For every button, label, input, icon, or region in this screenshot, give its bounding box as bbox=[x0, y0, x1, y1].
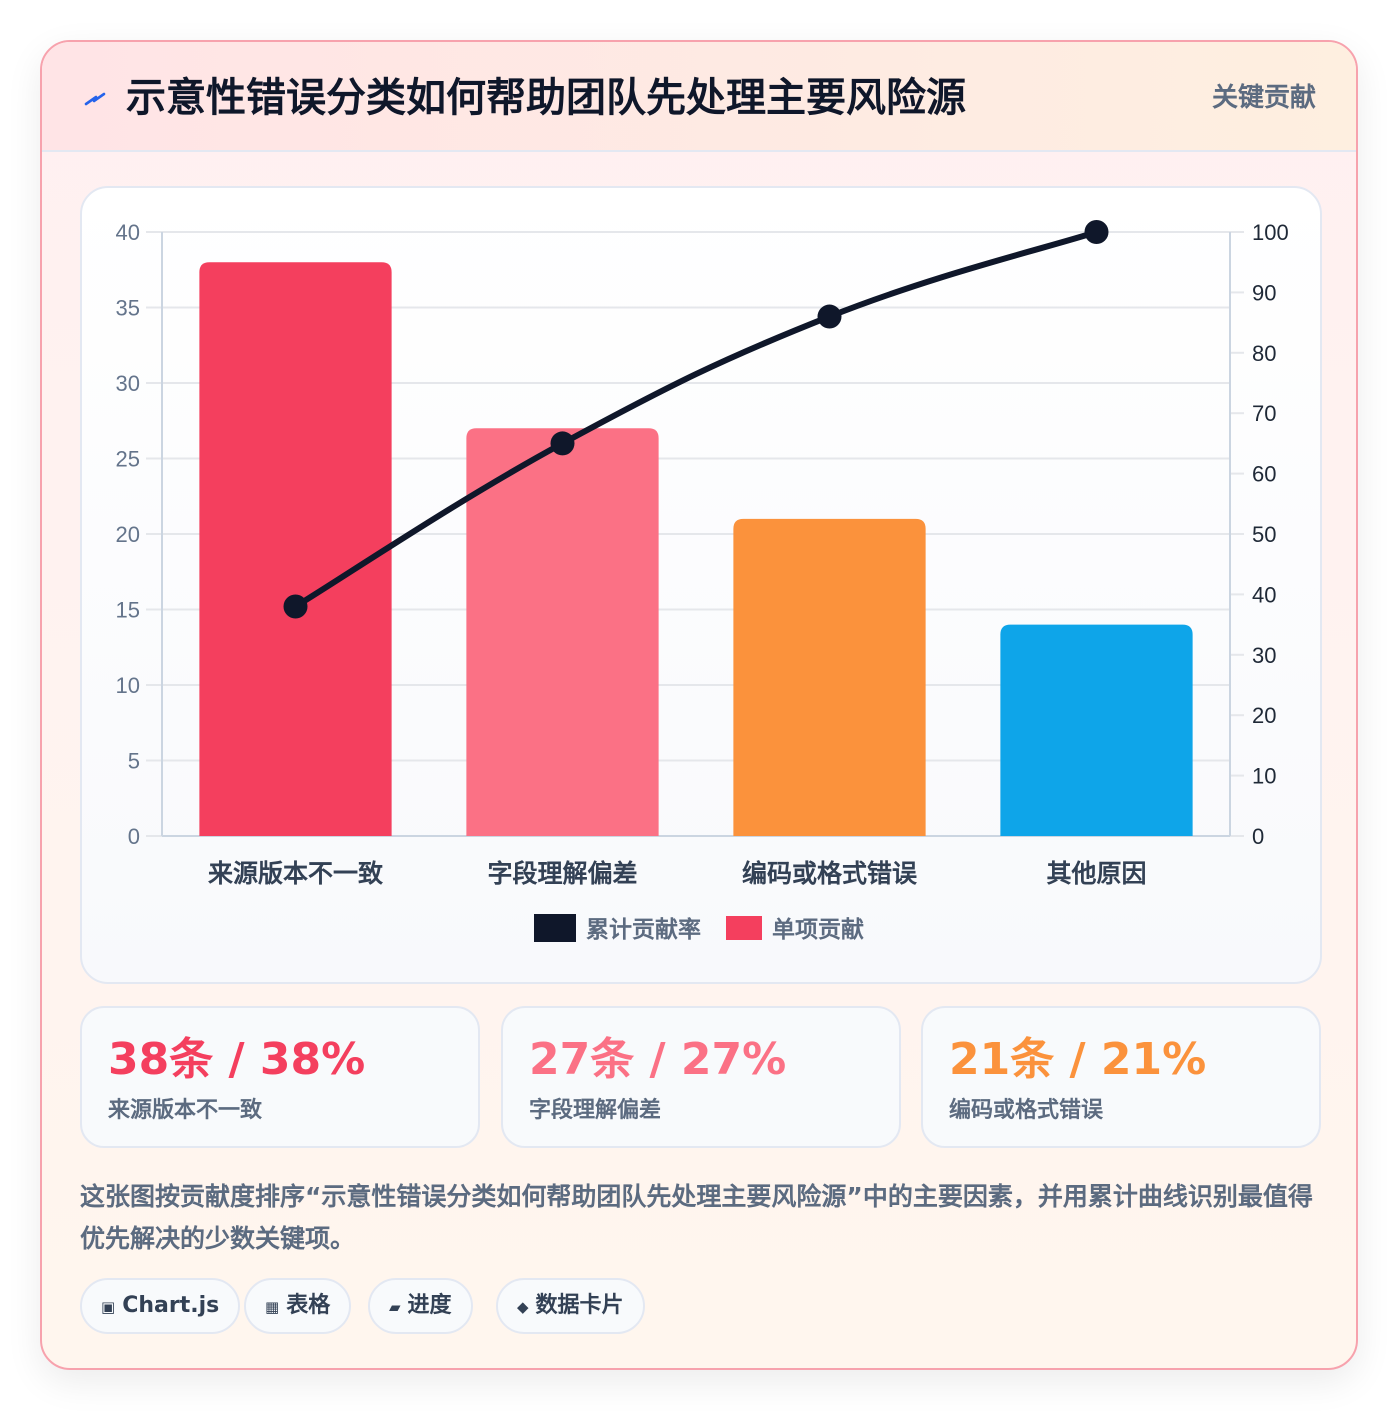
table-icon: ▦ bbox=[265, 1298, 280, 1316]
stat-card: 27条 / 27% 字段理解偏差 bbox=[501, 1006, 901, 1148]
page-title: 示意性错误分类如何帮助团队先处理主要风险源 bbox=[126, 75, 966, 121]
legend-swatch-line bbox=[534, 914, 576, 942]
y-tick-label-left: 15 bbox=[116, 598, 140, 623]
bar bbox=[466, 428, 659, 836]
legend-swatch-bar bbox=[726, 916, 762, 940]
legend-label: 累计贡献率 bbox=[586, 916, 701, 942]
y-tick-label-left: 35 bbox=[116, 296, 140, 321]
chart-panel: 0 5 10 15 20 25 30 35 40 0 10 20 30 40 50 60 70 80 90 100 来源… bbox=[80, 186, 1322, 984]
stat-label: 来源版本不一致 bbox=[108, 1098, 263, 1123]
y-tick-label-left: 0 bbox=[128, 824, 140, 849]
x-tick-label: 其他原因 bbox=[1046, 859, 1146, 888]
chart-description: 这张图按贡献度排序“示意性错误分类如何帮助团队先处理主要风险源”中的主要因素，并… bbox=[80, 1182, 1313, 1253]
y-tick-label-right: 90 bbox=[1252, 280, 1276, 305]
progress-icon: ▰ bbox=[389, 1298, 401, 1316]
stat-value: 27条 / 27% bbox=[529, 1034, 787, 1085]
y-tick-label-right: 80 bbox=[1252, 341, 1276, 366]
y-tick-label-right: 70 bbox=[1252, 401, 1276, 426]
report-card: 示意性错误分类如何帮助团队先处理主要风险源 关键贡献 0 5 10 15 20 25 30 3… bbox=[40, 40, 1358, 1370]
y-tick-label-left: 30 bbox=[116, 371, 140, 396]
diamond-icon: ◆ bbox=[517, 1298, 529, 1316]
chip-data-card[interactable]: ◆ 数据卡片 bbox=[496, 1278, 645, 1334]
stat-card: 21条 / 21% 编码或格式错误 bbox=[921, 1006, 1321, 1148]
stat-value: 38条 / 38% bbox=[108, 1034, 366, 1085]
cumulative-point bbox=[550, 431, 575, 456]
chip-label: 表格 bbox=[286, 1293, 331, 1318]
chart-icon: ▣ bbox=[101, 1298, 116, 1316]
y-tick-label-right: 60 bbox=[1252, 462, 1276, 487]
chip-progress[interactable]: ▰ 进度 bbox=[368, 1278, 473, 1334]
y-tick-label-left: 5 bbox=[128, 749, 140, 774]
y-tick-label-right: 100 bbox=[1252, 220, 1289, 245]
y-tick-label-right: 30 bbox=[1252, 643, 1276, 668]
chip-label: 进度 bbox=[407, 1293, 452, 1318]
stat-label: 编码或格式错误 bbox=[949, 1098, 1104, 1123]
cumulative-point bbox=[283, 594, 308, 619]
bar bbox=[1000, 624, 1193, 836]
x-tick-label: 编码或格式错误 bbox=[742, 859, 918, 888]
y-tick-label-left: 25 bbox=[116, 447, 140, 472]
card-header: 示意性错误分类如何帮助团队先处理主要风险源 关键贡献 bbox=[42, 42, 1356, 152]
chip-label: Chart.js bbox=[122, 1293, 220, 1318]
y-tick-label-right: 40 bbox=[1252, 582, 1276, 607]
pareto-chart: 0 5 10 15 20 25 30 35 40 0 10 20 30 40 50 60 70 80 90 100 来源… bbox=[116, 220, 1289, 942]
cumulative-point bbox=[1084, 220, 1109, 244]
stat-card: 38条 / 38% 来源版本不一致 bbox=[80, 1006, 480, 1148]
y-tick-label-left: 20 bbox=[116, 522, 140, 547]
y-tick-label-right: 20 bbox=[1252, 703, 1276, 728]
y-tick-label-right: 50 bbox=[1252, 522, 1276, 547]
legend-label: 单项贡献 bbox=[772, 916, 864, 942]
lightning-bolt-icon bbox=[84, 92, 106, 106]
bar bbox=[733, 518, 926, 836]
chip-label: 数据卡片 bbox=[535, 1293, 624, 1318]
key-contribution-badge: 关键贡献 bbox=[1211, 83, 1316, 113]
stat-label: 字段理解偏差 bbox=[529, 1098, 662, 1123]
bar bbox=[199, 262, 392, 836]
chip-table[interactable]: ▦ 表格 bbox=[244, 1278, 352, 1334]
stat-value: 21条 / 21% bbox=[949, 1034, 1207, 1085]
cumulative-point bbox=[817, 304, 842, 329]
x-tick-label: 字段理解偏差 bbox=[487, 859, 637, 888]
y-tick-label-left: 10 bbox=[116, 673, 140, 698]
y-tick-label-right: 10 bbox=[1252, 764, 1276, 789]
cumulative-line bbox=[292, 229, 1100, 610]
y-tick-label-left: 40 bbox=[116, 220, 140, 245]
y-tick-label-right: 0 bbox=[1252, 824, 1264, 849]
chip-chartjs[interactable]: ▣ Chart.js bbox=[80, 1278, 241, 1334]
x-tick-label: 来源版本不一致 bbox=[208, 860, 384, 888]
